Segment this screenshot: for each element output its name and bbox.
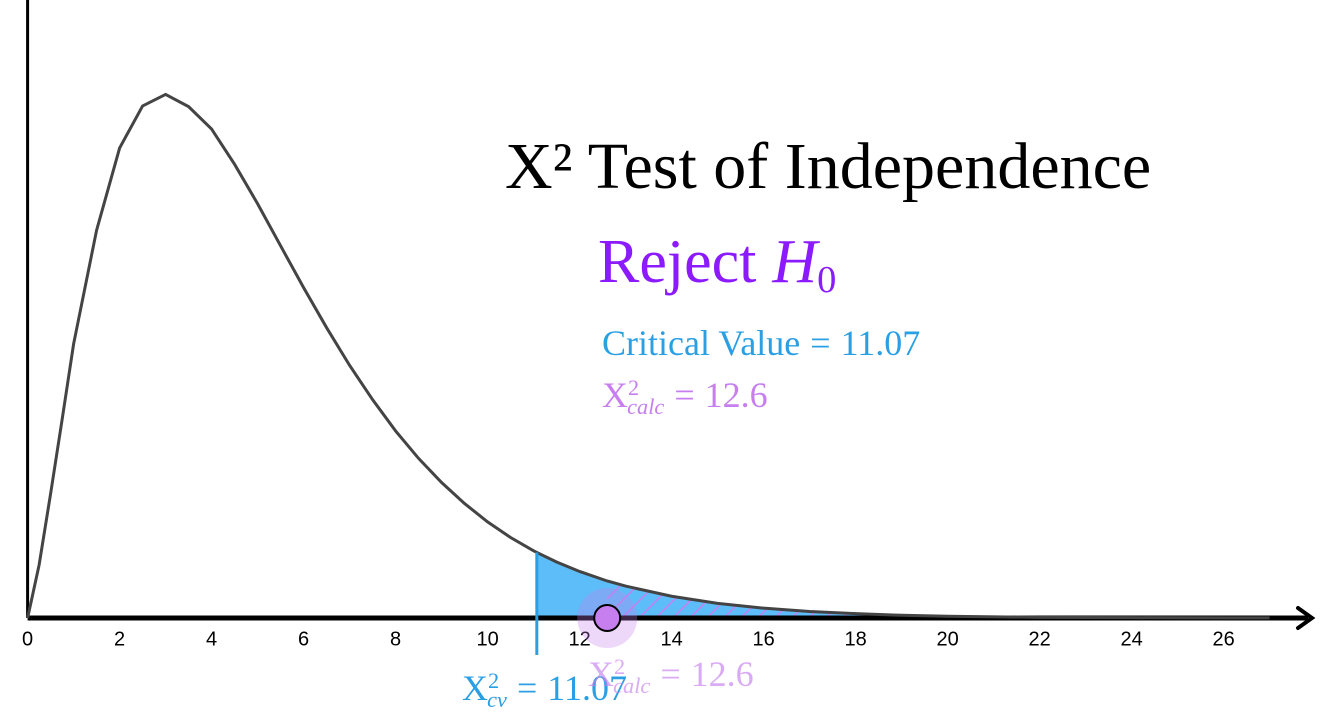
critical-value-label: Critical Value = 11.07 bbox=[602, 323, 920, 363]
calculated-region bbox=[607, 580, 1270, 618]
x-tick-label: 14 bbox=[660, 628, 682, 650]
x-tick-label: 16 bbox=[752, 628, 774, 650]
text-part: = bbox=[660, 654, 680, 694]
x-tick-label: 2 bbox=[114, 628, 125, 650]
text-part: 12.6 bbox=[691, 654, 754, 694]
cv-marker-label: X2 cv = 11.07 bbox=[462, 668, 627, 712]
x-tick-label: 8 bbox=[390, 628, 401, 650]
calculated-marker-label: X2 calc = 12.6 bbox=[588, 654, 754, 698]
text-part: X bbox=[588, 654, 614, 694]
text-part: 2 bbox=[614, 654, 625, 679]
x-tick-label: 4 bbox=[206, 628, 217, 650]
text-part: calc bbox=[613, 673, 650, 698]
calculated-point bbox=[593, 604, 622, 632]
text-part: cv bbox=[487, 687, 507, 712]
text-part: X bbox=[602, 375, 628, 415]
text-part: X bbox=[462, 668, 488, 708]
text-part: 11.07 bbox=[841, 323, 921, 363]
decision: Reject H0 bbox=[598, 228, 836, 301]
x-tick-label: 12 bbox=[568, 628, 590, 650]
text-part: = bbox=[810, 323, 830, 363]
text-part: calc bbox=[627, 394, 664, 419]
text-part: 11.07 bbox=[547, 668, 627, 708]
text-part: = bbox=[674, 375, 694, 415]
x-tick-label: 6 bbox=[298, 628, 309, 650]
x-tick-label: 0 bbox=[22, 628, 33, 650]
chart-title: X² Test of Independence bbox=[505, 130, 1151, 203]
text-part: H bbox=[771, 228, 820, 296]
text-part: 12.6 bbox=[705, 375, 768, 415]
text-part: 0 bbox=[817, 259, 836, 301]
x-tick-label: 22 bbox=[1028, 628, 1050, 650]
calculated-label: X2 calc = 12.6 bbox=[602, 375, 768, 419]
x-axis-arrow bbox=[1296, 606, 1316, 630]
x-tick-label: 10 bbox=[476, 628, 498, 650]
density-curve bbox=[26, 92, 1270, 620]
x-tick-label: 26 bbox=[1212, 628, 1234, 650]
x-tick-label: 18 bbox=[844, 628, 866, 650]
text-part: Critical Value bbox=[602, 323, 800, 363]
x-tick-label: 24 bbox=[1120, 628, 1142, 650]
text-part: 2 bbox=[488, 668, 499, 693]
text-part: 2 bbox=[628, 375, 639, 400]
text-part: Reject bbox=[598, 228, 756, 296]
x-tick-label: 20 bbox=[936, 628, 958, 650]
text-part: = bbox=[517, 668, 537, 708]
